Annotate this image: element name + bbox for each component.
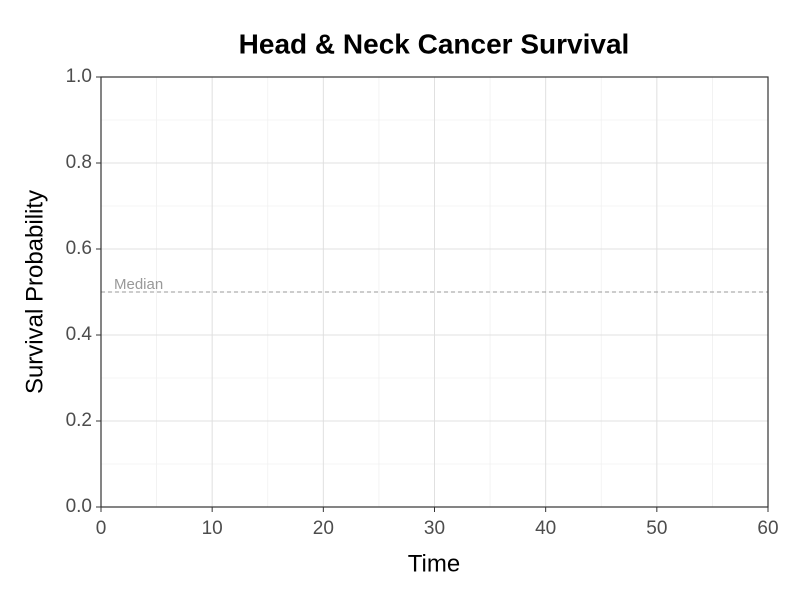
y-tick-label: 1.0: [66, 66, 92, 87]
x-axis-label: Time: [408, 550, 460, 577]
x-tick-label: 0: [96, 518, 107, 539]
x-tick-label: 50: [646, 518, 667, 539]
x-tick-label: 40: [535, 518, 556, 539]
x-tick-label: 10: [202, 518, 223, 539]
x-tick-label: 60: [757, 518, 778, 539]
reference-label: Median: [114, 276, 163, 293]
x-tick-label: 30: [424, 518, 445, 539]
y-tick-label: 0.4: [66, 324, 93, 345]
y-tick-label: 0.0: [66, 496, 92, 517]
y-tick-label: 0.6: [66, 238, 92, 259]
x-tick-label: 20: [313, 518, 334, 539]
y-tick-label: 0.2: [66, 410, 92, 431]
y-tick-label: 0.8: [66, 152, 92, 173]
y-axis-label: Survival Probability: [21, 190, 48, 394]
plot-border: [100, 76, 769, 508]
chart-title: Head & Neck Cancer Survival: [239, 28, 630, 59]
